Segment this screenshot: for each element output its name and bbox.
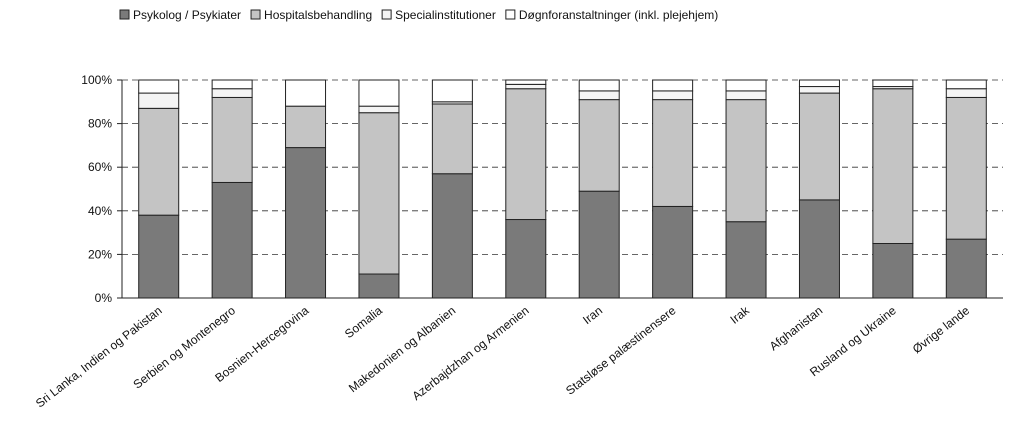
y-tick-label: 80% <box>88 117 112 131</box>
bar-segment <box>578 79 620 92</box>
bar-segment <box>945 79 987 90</box>
legend-label: Hospitalsbehandling <box>264 8 372 22</box>
bar-segment <box>798 79 840 88</box>
legend-swatch <box>250 9 261 20</box>
bar-segment <box>505 83 547 90</box>
x-tick-label: Sri Lanka, Indien og Pakistan <box>33 303 165 410</box>
bar-segment <box>798 86 840 94</box>
bar-segment <box>358 273 400 299</box>
bar-segment <box>505 219 547 299</box>
bar-segment <box>505 79 547 85</box>
x-tick-label: Irak <box>727 303 752 327</box>
bar-segment <box>578 90 620 101</box>
legend-label: Psykolog / Psykiater <box>133 8 241 22</box>
y-tick-label: 60% <box>88 160 112 174</box>
bar-segment <box>872 243 914 299</box>
x-tick-label: Iran <box>580 303 605 327</box>
bar-segment <box>211 96 253 183</box>
legend-swatch <box>381 9 392 20</box>
x-tick-label: Somalia <box>342 303 385 341</box>
bar-segment <box>138 92 180 109</box>
bar-segment <box>358 112 400 275</box>
legend-swatch <box>505 9 516 20</box>
bar-segment <box>725 99 767 223</box>
legend-label: Døgnforanstaltninger (inkl. plejehjem) <box>519 8 718 22</box>
legend-swatch <box>119 9 130 20</box>
bar-segment <box>652 99 694 207</box>
x-tick-label: Øvrige lande <box>910 303 972 356</box>
bar-segment <box>285 79 327 107</box>
bar-segment <box>725 221 767 299</box>
bar-segment <box>211 88 253 98</box>
bar-segment <box>652 90 694 101</box>
bar-segment <box>652 79 694 92</box>
y-tick-label: 20% <box>88 247 112 261</box>
bar-segment <box>725 90 767 101</box>
x-tick-label: Afghanistan <box>767 303 826 353</box>
bar-segment <box>578 99 620 192</box>
bar-segment <box>285 147 327 299</box>
bar-segment <box>431 173 473 299</box>
y-tick-label: 100% <box>81 73 112 87</box>
bar-segment <box>798 92 840 201</box>
bar-segment <box>138 107 180 216</box>
bar-segment <box>138 79 180 94</box>
bar-segment <box>652 205 694 299</box>
bar-segment <box>358 105 400 114</box>
bar-segment <box>211 79 253 90</box>
bar-segment <box>945 238 987 299</box>
bar-segment <box>578 190 620 299</box>
bar-segment <box>725 79 767 92</box>
bar-segment <box>211 181 253 299</box>
bar-segment <box>872 79 914 88</box>
bar-segment <box>358 79 400 107</box>
bar-segment <box>945 96 987 240</box>
bar-segment <box>872 88 914 244</box>
bar-segment <box>505 88 547 221</box>
y-tick-label: 0% <box>95 291 113 305</box>
bar-segment <box>431 79 473 103</box>
bar-segment <box>945 88 987 98</box>
bar-segment <box>138 214 180 299</box>
x-tick-label: Azerbajdzhan og Armenien <box>409 303 531 403</box>
bar-segment <box>285 105 327 149</box>
legend-label: Specialinstitutioner <box>395 8 496 22</box>
bar-segment <box>431 103 473 175</box>
y-tick-label: 40% <box>88 204 112 218</box>
bar-segment <box>798 199 840 299</box>
